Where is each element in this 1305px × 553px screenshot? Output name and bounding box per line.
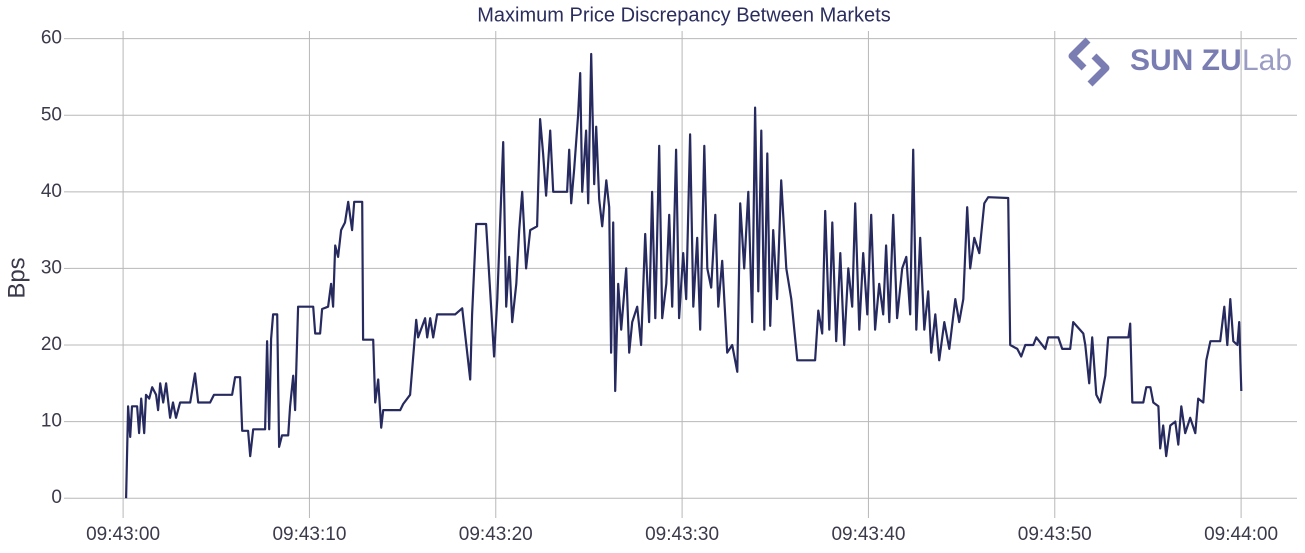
x-tick-label: 09:43:00: [86, 524, 160, 545]
y-axis-label: Bps: [3, 257, 30, 298]
y-tick-label: 60: [41, 28, 62, 49]
chart-title: Maximum Price Discrepancy Between Market…: [477, 4, 890, 26]
x-tick-label: 09:43:10: [272, 524, 346, 545]
logo-brand: SUN ZU: [1130, 44, 1242, 77]
x-tick-label: 09:44:00: [1204, 524, 1278, 545]
y-tick-label: 30: [41, 257, 62, 278]
y-tick-label: 40: [41, 181, 62, 202]
logo-shape: [1087, 53, 1110, 87]
y-tick-label: 10: [41, 411, 62, 432]
y-tick-label: 20: [41, 334, 62, 355]
y-tick-label: 50: [41, 104, 62, 125]
logo-suffix: Lab: [1242, 44, 1292, 77]
x-tick-label: 09:43:20: [459, 524, 533, 545]
y-tick-label: 0: [51, 487, 62, 508]
logo-icon: [1068, 37, 1110, 87]
logo: SUN ZU Lab: [1068, 37, 1292, 87]
x-tick-label: 09:43:30: [645, 524, 719, 545]
x-tick-label: 09:43:40: [831, 524, 905, 545]
x-tick-label: 09:43:50: [1018, 524, 1092, 545]
data-line: [125, 52, 1243, 499]
logo-shape: [1068, 37, 1091, 71]
